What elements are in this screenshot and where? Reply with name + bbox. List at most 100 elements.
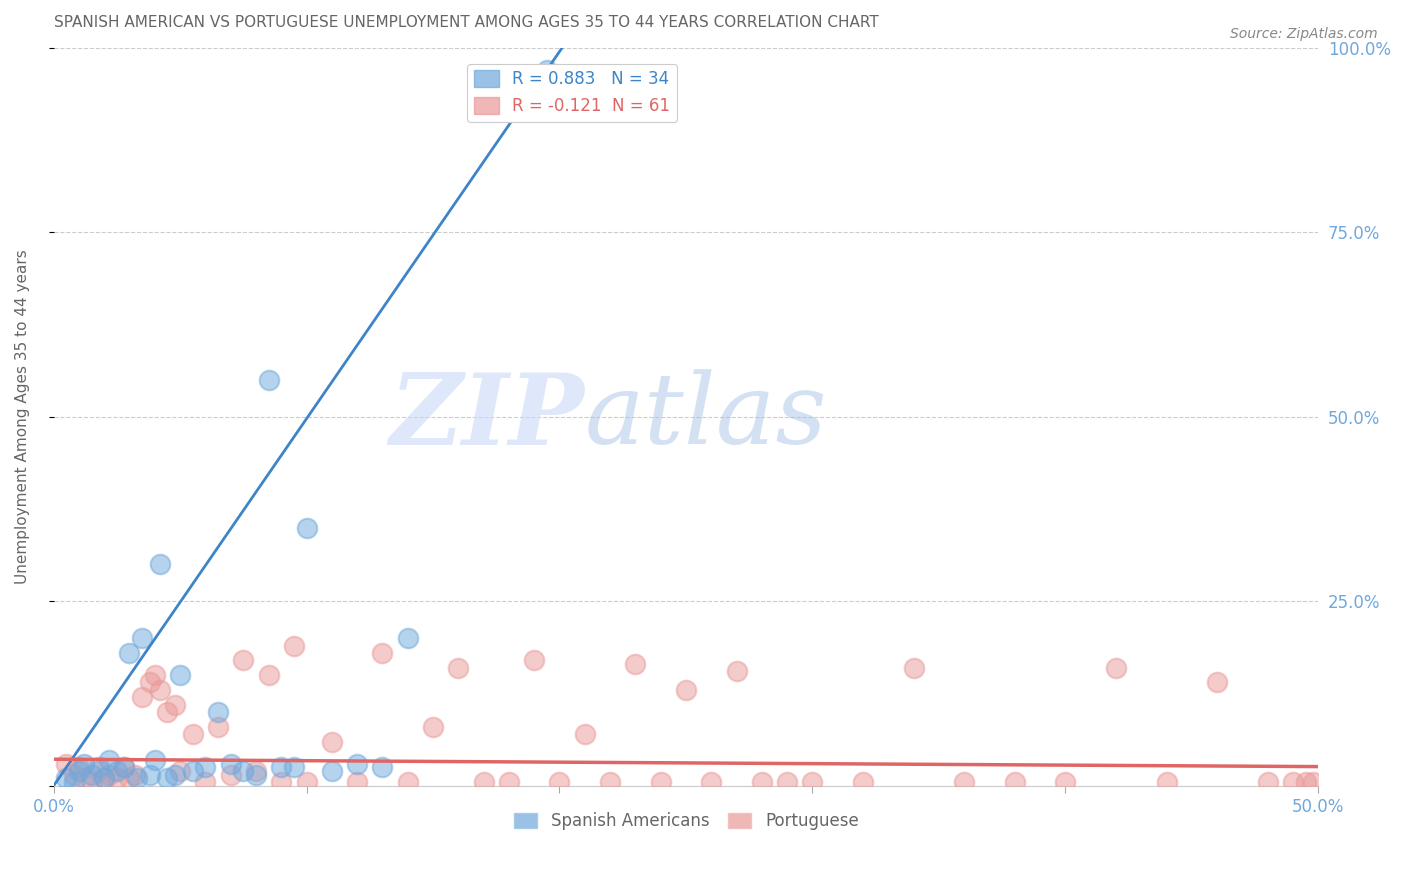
Point [953,775,976,789]
Point [149,558,172,572]
Point [181,727,204,741]
Point [295,775,318,789]
Point [751,775,773,789]
Point [207,720,229,734]
Point [232,653,254,667]
Point [163,768,186,782]
Text: atlas: atlas [585,369,828,465]
Point [1206,675,1229,690]
Point [396,775,419,789]
Point [903,661,925,675]
Point [143,753,166,767]
Point [283,760,305,774]
Point [523,653,546,667]
Point [447,661,470,675]
Point [89,764,111,778]
Point [725,665,748,679]
Point [194,775,217,789]
Point [1105,661,1128,675]
Point [1295,775,1317,789]
Point [219,756,242,771]
Point [93,772,115,786]
Point [548,775,571,789]
Point [574,727,596,741]
Point [675,682,697,697]
Point [257,668,280,682]
Point [599,775,621,789]
Point [131,690,153,705]
Point [1156,775,1178,789]
Point [346,775,368,789]
Point [270,760,292,774]
Point [700,775,723,789]
Point [207,705,229,719]
Point [801,775,824,789]
Point [105,764,128,778]
Point [118,772,141,786]
Point [114,760,136,774]
Y-axis label: Unemployment Among Ages 35 to 44 years: Unemployment Among Ages 35 to 44 years [15,250,30,584]
Point [295,520,318,534]
Point [149,682,172,697]
Point [257,373,280,387]
Point [63,775,86,789]
Point [169,764,191,778]
Point [80,768,103,782]
Point [156,772,179,786]
Point [371,760,394,774]
Point [650,775,672,789]
Point [346,756,368,771]
Point [536,62,558,77]
Point [143,668,166,682]
Legend: Spanish Americans, Portuguese: Spanish Americans, Portuguese [506,805,866,837]
Point [131,631,153,645]
Point [105,772,128,786]
Point [321,764,343,778]
Point [67,764,90,778]
Point [498,775,520,789]
Point [1004,775,1026,789]
Text: ZIP: ZIP [389,368,585,465]
Text: Source: ZipAtlas.com: Source: ZipAtlas.com [1230,27,1378,41]
Point [55,756,77,771]
Point [156,705,179,719]
Point [138,675,160,690]
Point [55,772,77,786]
Point [80,775,103,789]
Point [93,772,115,786]
Point [270,775,292,789]
Text: SPANISH AMERICAN VS PORTUGUESE UNEMPLOYMENT AMONG AGES 35 TO 44 YEARS CORRELATIO: SPANISH AMERICAN VS PORTUGUESE UNEMPLOYM… [53,15,879,30]
Point [63,768,86,782]
Point [232,764,254,778]
Point [98,753,121,767]
Point [181,764,204,778]
Point [283,639,305,653]
Point [1282,775,1305,789]
Point [371,646,394,660]
Point [67,760,90,774]
Point [472,775,495,789]
Point [1302,775,1324,789]
Point [321,734,343,748]
Point [73,772,96,786]
Point [219,768,242,782]
Point [138,768,160,782]
Point [124,768,146,782]
Point [118,646,141,660]
Point [776,775,799,789]
Point [624,657,647,671]
Point [73,756,96,771]
Point [245,768,267,782]
Point [422,720,444,734]
Point [396,631,419,645]
Point [98,768,121,782]
Point [852,775,875,789]
Point [89,760,111,774]
Point [163,698,186,712]
Point [1257,775,1279,789]
Point [125,772,148,786]
Point [114,760,136,774]
Point [1054,775,1077,789]
Point [169,668,191,682]
Point [245,764,267,778]
